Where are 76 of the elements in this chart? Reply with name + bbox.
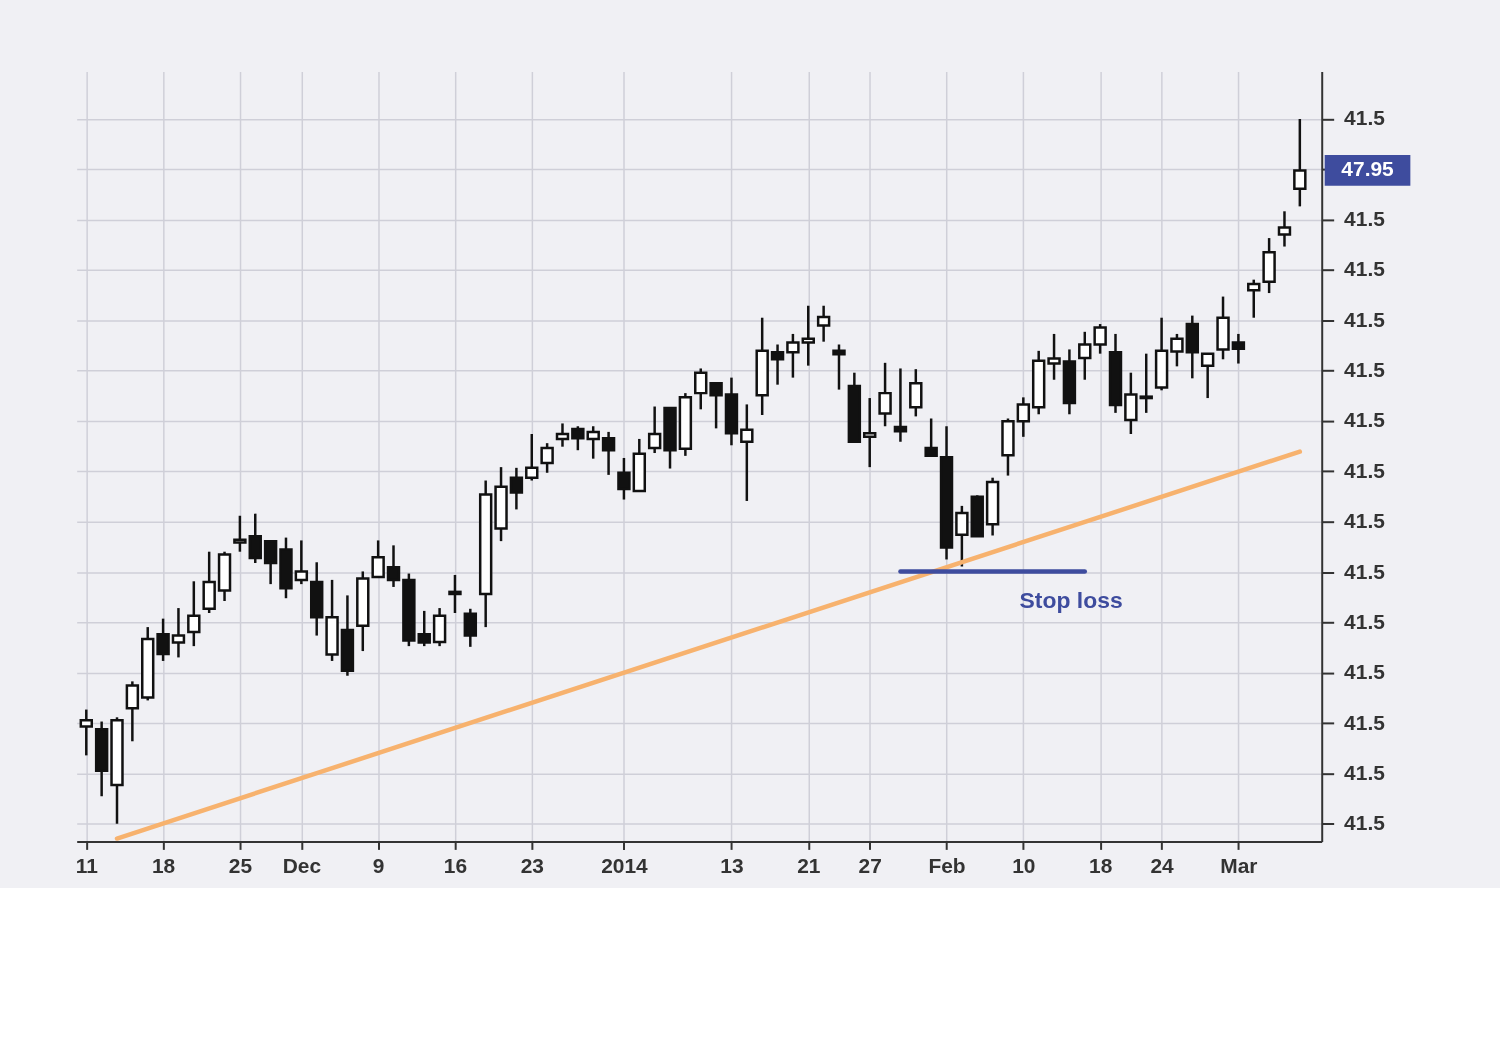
text: 41.5 <box>1344 660 1386 684</box>
text: 41.5 <box>1344 307 1386 331</box>
x-tick-label: 9 <box>372 853 385 877</box>
candlestick <box>1016 396 1031 439</box>
candlestick <box>1078 330 1092 381</box>
candlestick <box>909 367 923 418</box>
candlestick <box>1293 117 1307 208</box>
candlestick <box>878 361 892 428</box>
candlestick <box>448 573 462 615</box>
text: 41.5 <box>1344 559 1386 583</box>
candlestick <box>525 432 539 482</box>
candlestick <box>233 514 247 553</box>
x-tick-label: Dec <box>282 853 322 877</box>
candlestick <box>647 405 662 455</box>
x-tick-label: 23 <box>520 853 544 877</box>
candlestick <box>740 403 754 503</box>
x-tick-label: 2014 <box>601 853 649 877</box>
text: 41.5 <box>1344 458 1386 482</box>
x-tick-label: 13 <box>720 853 744 877</box>
text: 41.5 <box>1344 509 1386 533</box>
candlestick <box>509 466 524 511</box>
candlestick <box>924 417 938 458</box>
text: 41.5 <box>1344 609 1386 633</box>
candlestick <box>555 422 570 448</box>
x-tick-label: 11 <box>75 853 99 877</box>
candlestick <box>1247 278 1261 319</box>
candlestick <box>1047 332 1061 381</box>
candlestick <box>862 396 877 469</box>
candlestick <box>156 617 170 663</box>
candlestick <box>601 430 616 477</box>
x-tick-label: Feb <box>928 853 966 877</box>
x-tick-label: 18 <box>1089 853 1113 877</box>
candlestick <box>1277 210 1292 248</box>
candlestick <box>816 304 831 343</box>
text: 41.5 <box>1344 710 1386 734</box>
candlestick <box>709 382 723 430</box>
candlestick <box>770 343 785 386</box>
text: 41.5 <box>1344 408 1386 432</box>
x-tick-label: 24 <box>1150 853 1175 877</box>
x-tick-label: 18 <box>151 853 176 877</box>
x-tick-label: Mar <box>1220 853 1258 877</box>
candlestick <box>694 367 708 411</box>
candlestick <box>801 304 815 367</box>
text: 47.95 <box>1341 157 1395 181</box>
candlestick <box>1093 322 1107 355</box>
candlestick <box>786 332 800 379</box>
candlestick <box>294 539 309 586</box>
text: 41.5 <box>1344 207 1386 231</box>
x-tick-label: 10 <box>1012 853 1036 877</box>
candlestick <box>79 708 94 757</box>
candlestick <box>1200 352 1215 400</box>
candlestick <box>540 441 554 475</box>
candlestick <box>417 609 431 648</box>
candlestick <box>263 539 278 586</box>
candlestick <box>125 680 140 743</box>
candlestick <box>187 580 201 648</box>
series-label: Stop loss <box>1019 587 1123 614</box>
candlestick <box>171 606 186 659</box>
text: 41.5 <box>1344 358 1386 382</box>
candlestick <box>1231 332 1246 365</box>
candlestick <box>386 544 401 589</box>
candlestick <box>832 343 846 391</box>
candlestick <box>955 504 969 568</box>
text: 41.5 <box>1344 106 1386 130</box>
candlestick <box>617 456 631 501</box>
text: 41.5 <box>1344 257 1386 281</box>
candlestick <box>463 607 478 649</box>
x-tick-label: 21 <box>797 853 821 877</box>
x-tick-label: 16 <box>443 853 468 877</box>
candlestick <box>1170 332 1184 368</box>
candlestick <box>248 512 262 565</box>
text: 41.5 <box>1344 811 1386 835</box>
x-tick-label: 25 <box>228 853 253 877</box>
x-tick-label: 27 <box>858 853 882 877</box>
candlestick <box>893 367 908 444</box>
text: 41.5 <box>1344 760 1386 784</box>
